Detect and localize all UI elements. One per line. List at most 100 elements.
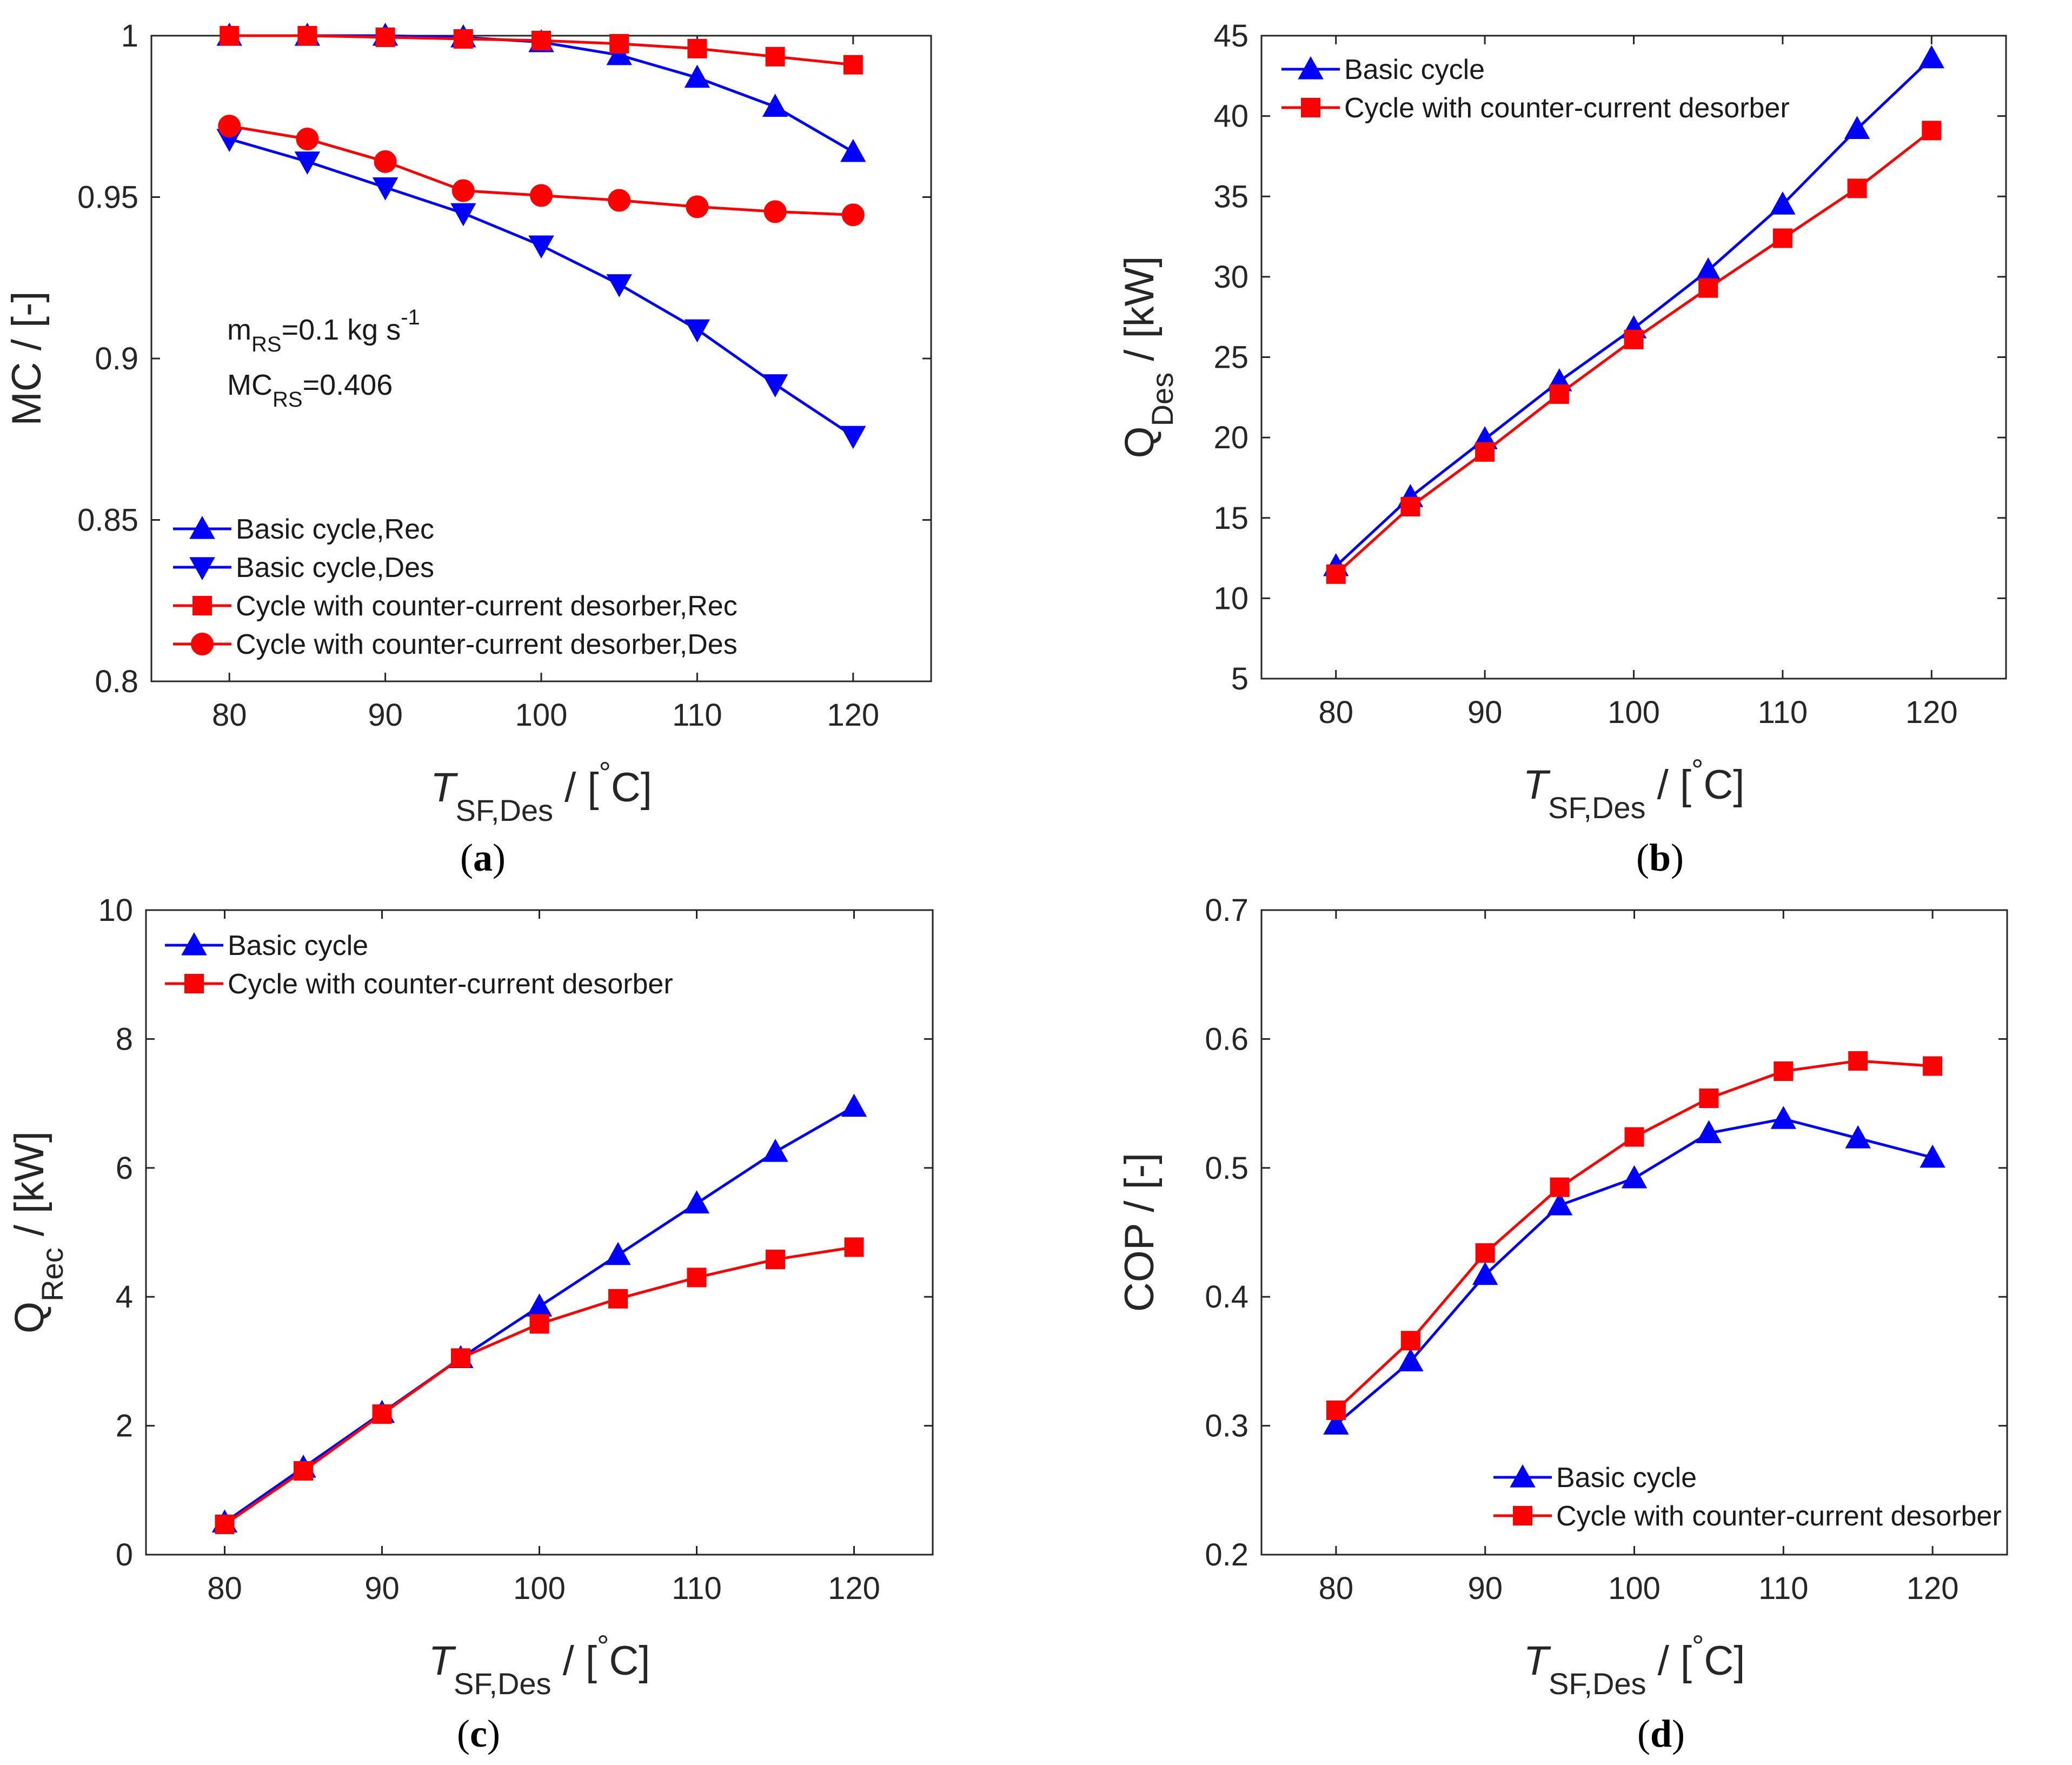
data-point	[1549, 384, 1569, 404]
data-point	[683, 1190, 710, 1213]
x-axis-label: TSF,Des / [°C]	[1523, 753, 1745, 825]
y-axis-label-main: Q	[6, 1302, 52, 1333]
data-point	[684, 319, 710, 343]
x-tick-label: 120	[828, 1571, 880, 1606]
x-tick-label: 100	[1608, 695, 1660, 730]
data-point	[609, 34, 629, 54]
x-axis-label-unit: / [	[552, 1638, 597, 1684]
y-tick-label: 15	[1213, 501, 1248, 536]
y-tick-label: 2	[116, 1409, 133, 1444]
series-line	[1335, 129, 1932, 575]
panel-label: (a)	[460, 836, 506, 879]
plot-frame	[1260, 35, 2007, 680]
x-axis-label-main: T	[430, 765, 458, 811]
y-axis-label-text: COP / [-]	[1117, 1153, 1163, 1312]
data-point	[372, 177, 399, 201]
y-tick-label: 6	[116, 1151, 133, 1186]
x-axis-label: TSF,Des / [°C]	[429, 1629, 650, 1701]
y-axis-label: QDes / [kW]	[1117, 256, 1179, 458]
data-point	[1772, 228, 1792, 248]
data-point	[532, 30, 551, 50]
data-point	[1918, 45, 1944, 69]
data-point	[529, 1314, 549, 1334]
data-point	[608, 1289, 628, 1309]
panel-label-close: )	[1672, 1712, 1685, 1755]
y-tick-label: 0.5	[1205, 1151, 1248, 1186]
data-point	[1398, 1348, 1424, 1371]
legend-marker	[192, 596, 212, 615]
panel-label-open: (	[460, 836, 473, 879]
data-point	[294, 1461, 313, 1481]
x-tick-label: 120	[827, 698, 879, 733]
x-tick-label: 110	[672, 698, 722, 733]
data-point	[1475, 442, 1495, 462]
panel-label-letter: c	[470, 1712, 487, 1755]
data-point	[1845, 1125, 1871, 1149]
data-point	[526, 1293, 553, 1317]
x-tick-label: 120	[1905, 695, 1958, 730]
panel-label: (b)	[1636, 836, 1684, 879]
data-point	[451, 1348, 470, 1368]
data-point	[1472, 1262, 1498, 1285]
x-axis-label-degree: °	[1691, 753, 1703, 787]
data-point	[766, 1250, 785, 1270]
panel-label-open: (	[1636, 836, 1649, 879]
panel-label-letter: a	[473, 836, 493, 879]
y-tick-label: 4	[116, 1279, 133, 1315]
legend: Basic cycle Cycle with counter-current de…	[1493, 1462, 2002, 1532]
data-point	[762, 94, 788, 117]
x-axis-label-main: T	[1524, 1638, 1551, 1684]
x-axis-label-degree: °	[599, 755, 611, 789]
legend-entry: Basic cycle,Rec	[236, 514, 434, 545]
x-tick-label: 80	[1318, 695, 1353, 730]
legend-entry: Basic cycle,Des	[236, 552, 434, 583]
annotation-m: m	[227, 314, 251, 346]
data-point	[215, 1514, 235, 1534]
data-point	[840, 138, 866, 162]
y-axis-label: COP / [-]	[1117, 1153, 1163, 1312]
x-tick-label: 110	[672, 1571, 721, 1606]
x-axis-label-subscript: SF,Des	[1548, 791, 1646, 825]
panel-b: 80 90 100 110 120 5 10 15 20 25 30 35 40 45 TSF,Des / …	[1117, 18, 2007, 879]
y-tick-label: 10	[1213, 581, 1248, 616]
y-tick-label: 0.6	[1205, 1021, 1248, 1057]
data-point	[1323, 1411, 1349, 1435]
annotation-mc: MCRS=0.406	[227, 369, 393, 412]
panel-label-close: )	[1671, 836, 1684, 879]
legend-marker	[1298, 56, 1324, 79]
x-axis-label-main: T	[1523, 762, 1551, 808]
x-axis-label-unit-end: C]	[1704, 1638, 1745, 1684]
legend-marker	[1301, 98, 1320, 117]
legend-marker	[184, 974, 204, 993]
y-tick-label: 0.95	[77, 180, 138, 215]
data-point	[1621, 1165, 1648, 1189]
data-point	[1550, 1177, 1570, 1197]
data-point	[528, 235, 554, 259]
x-tick-label: 80	[212, 698, 247, 733]
data-point	[1699, 1089, 1719, 1109]
legend-marker	[191, 633, 214, 655]
legend-entry: Cycle with counter-current desorber	[1556, 1501, 2002, 1532]
y-axis-label: MC / [-]	[4, 291, 50, 426]
data-point	[1847, 178, 1867, 198]
data-point	[841, 203, 865, 227]
x-axis-label-unit: / [	[553, 765, 599, 811]
x-axis-label-subscript: SF,Des	[454, 1667, 552, 1701]
y-tick-label: 30	[1213, 260, 1248, 295]
panel-label: (c)	[457, 1712, 500, 1755]
data-point	[372, 1404, 392, 1424]
panel-label-open: (	[457, 1712, 470, 1755]
data-point	[765, 47, 785, 67]
legend-entry: Basic cycle	[1344, 54, 1485, 85]
data-point	[1698, 278, 1718, 298]
annotation-mc-subscript: RS	[273, 388, 303, 412]
annotation-m-superscript: -1	[401, 306, 420, 329]
data-point	[606, 42, 632, 65]
legend-marker	[189, 515, 215, 539]
y-tick-label: 40	[1213, 99, 1248, 134]
panel-c: 80 90 100 110 120 0 2 4 6 8 10 TSF,Des / [°C] QRec /…	[6, 893, 934, 1755]
x-tick-label: 90	[368, 698, 403, 733]
y-tick-label: 0.4	[1205, 1279, 1248, 1315]
x-tick-label: 100	[513, 1571, 566, 1606]
